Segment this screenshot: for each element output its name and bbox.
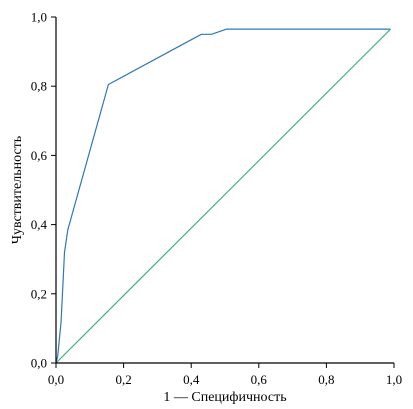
y-axis-title: Чувствительность: [10, 136, 25, 244]
reference-diagonal-line: [55, 28, 392, 364]
x-tick-label: 0,2: [115, 372, 131, 387]
x-tick-label: 0,8: [318, 372, 334, 387]
y-tick-label: 0,4: [31, 217, 48, 232]
x-tick-label: 0,0: [48, 372, 64, 387]
series-layer: [55, 28, 392, 364]
y-ticks: 0,0 0,2 0,4 0,6 0,8 1,0: [31, 10, 56, 371]
y-tick-label: 1,0: [31, 10, 47, 25]
x-tick-label: 1,0: [386, 372, 402, 387]
y-tick-label: 0,6: [31, 148, 48, 163]
roc-curve-line: [55, 28, 391, 364]
y-tick-label: 0,8: [31, 79, 47, 94]
y-tick-label: 0,2: [31, 286, 47, 301]
y-tick-label: 0,0: [31, 356, 47, 371]
x-tick-label: 0,6: [251, 372, 268, 387]
x-tick-label: 0,4: [183, 372, 200, 387]
x-ticks: 0,0 0,2 0,4 0,6 0,8 1,0: [48, 363, 402, 387]
x-axis-title: 1 — Специфичность: [163, 390, 286, 405]
